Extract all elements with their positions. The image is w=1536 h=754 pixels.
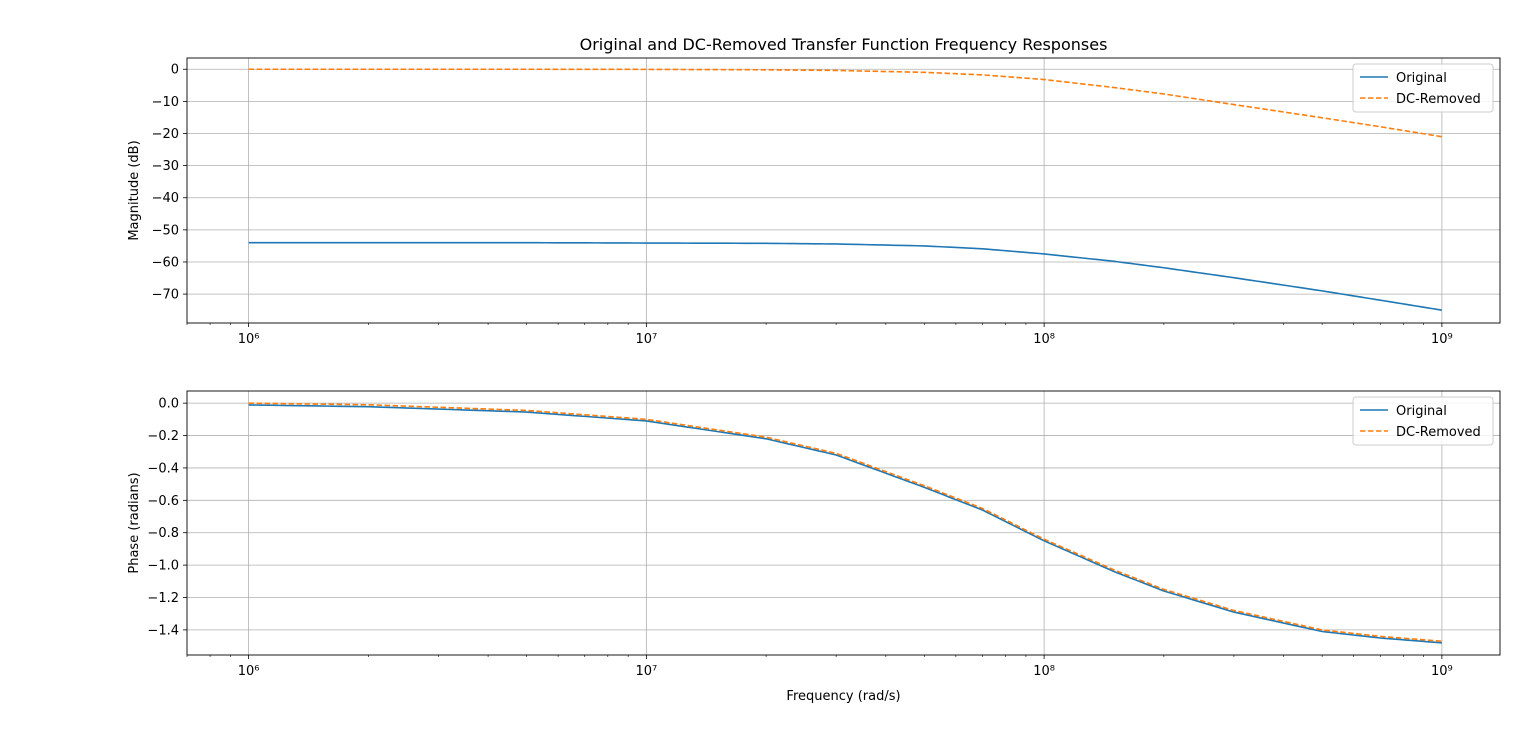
series-line-dc-removed: [248, 402, 1442, 643]
legend-box: [1352, 396, 1494, 446]
chart-title: Original and DC-Removed Transfer Functio…: [580, 35, 1108, 54]
y-tick-label: −1.2: [147, 591, 179, 606]
y-tick-label: −0.2: [147, 429, 179, 444]
x-axis-label: Frequency (rad/s): [786, 689, 900, 704]
y-tick-label: −60: [152, 255, 179, 270]
y-tick-label: −1.0: [147, 559, 179, 574]
x-tick-label: 10⁸: [1033, 664, 1055, 679]
y-tick-label: −30: [152, 159, 179, 174]
magnitude-plot: 10⁶ 10⁷ 10⁸ 10⁹ 0 −10 −20 −30 −40 −50 −60 −70 Magnit…: [127, 57, 1501, 347]
legend-label: DC-Removed: [1396, 92, 1481, 107]
y-axis-label: Magnitude (dB): [127, 140, 142, 240]
x-tick-label: 10⁶: [238, 332, 260, 347]
y-tick-label: 0.0: [158, 397, 179, 412]
x-tick-label: 10⁶: [238, 664, 260, 679]
series-line-original: [248, 404, 1442, 644]
legend-box: [1352, 63, 1494, 113]
y-tick-label: −10: [152, 95, 179, 110]
phase-plot: 10⁶ 10⁷ 10⁸ 10⁹ 0.0 −0.2 −0.4 −0.6 −0.8 −1.0 −1.2 −…: [127, 390, 1501, 704]
y-tick-label: −1.4: [147, 623, 179, 638]
y-tick-label: −40: [152, 191, 179, 206]
y-tick-label: −0.8: [147, 526, 179, 541]
plot-frame: [186, 390, 1501, 656]
y-tick-label: −20: [152, 127, 179, 142]
plot-frame: [186, 57, 1501, 324]
y-tick-label: −50: [152, 223, 179, 238]
legend-label: DC-Removed: [1396, 425, 1481, 440]
y-axis-label: Phase (radians): [127, 472, 142, 573]
legend-label: Original: [1396, 71, 1447, 86]
y-tick-label: 0: [171, 63, 179, 78]
legend-label: Original: [1396, 404, 1447, 419]
y-tick-label: −70: [152, 288, 179, 303]
y-tick-label: −0.6: [147, 494, 179, 509]
x-tick-label: 10⁸: [1033, 332, 1055, 347]
x-tick-label: 10⁷: [635, 664, 657, 679]
x-tick-label: 10⁹: [1431, 664, 1453, 679]
y-tick-label: −0.4: [147, 461, 179, 476]
series-line-original: [248, 241, 1443, 311]
x-tick-label: 10⁹: [1431, 332, 1453, 347]
x-tick-label: 10⁷: [635, 332, 657, 347]
